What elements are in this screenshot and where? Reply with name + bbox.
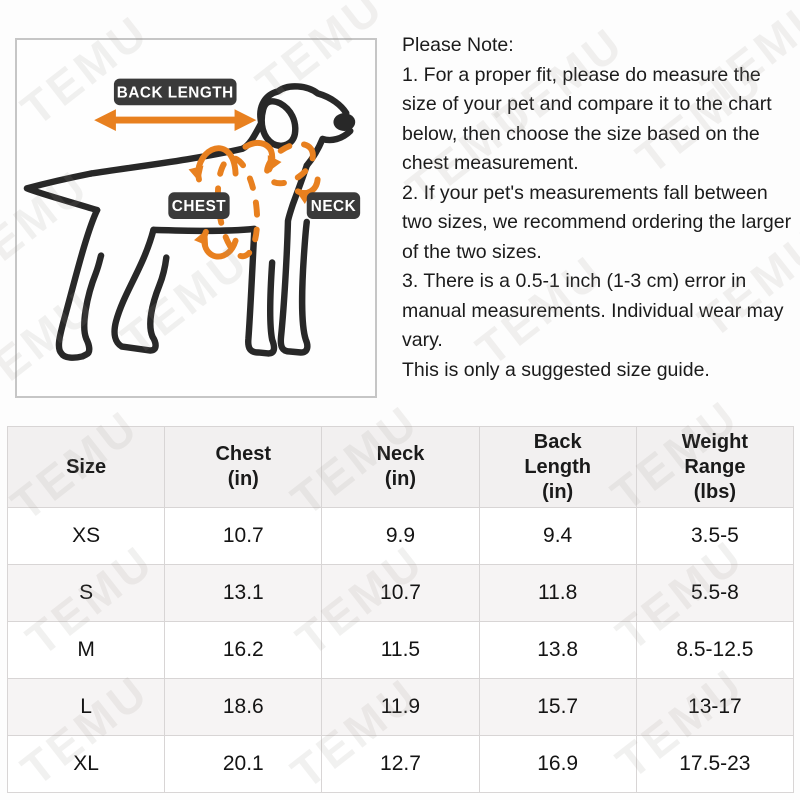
neck-label: NECK xyxy=(311,198,356,215)
header-cell-back-length: Back Length (in) xyxy=(478,426,637,508)
cell-neck: 11.5 xyxy=(321,621,480,679)
chest-girth-dashed xyxy=(214,155,261,260)
neck-girth-dashed xyxy=(264,141,316,187)
note-item-3: 3. There is a 0.5-1 inch (1-3 cm) error … xyxy=(402,270,784,351)
table-row-s: S 13.1 10.7 11.8 5.5-8 xyxy=(6,564,795,622)
cell-chest: 20.1 xyxy=(164,735,323,793)
dog-outline xyxy=(23,83,356,361)
cell-back-length: 9.4 xyxy=(478,507,637,565)
note-item-1: 1. For a proper fit, please do measure t… xyxy=(402,63,772,175)
cell-chest: 16.2 xyxy=(164,621,323,679)
cell-size: S xyxy=(6,564,166,622)
dog-nose-icon xyxy=(333,113,356,131)
header-cell-chest: Chest (in) xyxy=(164,426,323,508)
arrow-left-icon xyxy=(94,109,116,131)
label-back-length: BACK LENGTH xyxy=(113,78,237,106)
cell-neck: 12.7 xyxy=(321,735,480,793)
cell-chest: 13.1 xyxy=(164,564,323,622)
table-row-xl: XL 20.1 12.7 16.9 17.5-23 xyxy=(6,735,795,793)
cell-weight: 13-17 xyxy=(635,678,795,736)
cell-size: M xyxy=(6,621,166,679)
cell-size: XL xyxy=(6,735,166,793)
chest-label: CHEST xyxy=(172,198,227,215)
cell-back-length: 15.7 xyxy=(478,678,637,736)
chest-arrow-top xyxy=(188,145,239,183)
cell-neck: 9.9 xyxy=(321,507,480,565)
cell-chest: 10.7 xyxy=(164,507,323,565)
header-cell-weight-range: Weight Range (lbs) xyxy=(635,426,795,508)
cell-neck: 10.7 xyxy=(321,564,480,622)
arrow-right-icon xyxy=(234,109,257,131)
header-row: Size Chest (in) Neck (in) Back Length (i… xyxy=(6,426,795,508)
chest-arrow-bottom xyxy=(194,228,239,260)
table-row-xs: XS 10.7 9.9 9.4 3.5-5 xyxy=(6,507,795,565)
cell-weight: 17.5-23 xyxy=(635,735,795,793)
cell-back-length: 13.8 xyxy=(478,621,637,679)
cell-weight: 8.5-12.5 xyxy=(635,621,795,679)
label-chest: CHEST xyxy=(168,192,230,219)
cell-size: XS xyxy=(6,507,166,565)
header-cell-size: Size xyxy=(6,426,166,508)
size-chart-table: Size Chest (in) Neck (in) Back Length (i… xyxy=(6,426,795,793)
notes-title: Please Note: xyxy=(402,34,514,56)
note-item-2: 2. If your pet's measurements fall betwe… xyxy=(402,181,792,263)
note-disclaimer: This is only a suggested size guide. xyxy=(402,358,710,381)
size-guide-notes: Please Note: 1. For a proper fit, please… xyxy=(402,31,794,385)
header-cell-neck: Neck (in) xyxy=(321,426,480,508)
cell-chest: 18.6 xyxy=(164,678,323,736)
table-row-m: M 16.2 11.5 13.8 8.5-12.5 xyxy=(6,621,795,679)
cell-weight: 3.5-5 xyxy=(635,507,795,565)
cell-back-length: 11.8 xyxy=(478,564,637,622)
cell-back-length: 16.9 xyxy=(478,735,637,793)
back-length-label: BACK LENGTH xyxy=(117,84,234,101)
neck-arrow-top xyxy=(242,139,282,173)
neck-arrow-side xyxy=(294,176,321,204)
dog-illustration: BACK LENGTH CHEST NECK xyxy=(23,78,361,361)
cell-neck: 11.9 xyxy=(321,678,480,736)
label-neck: NECK xyxy=(306,192,361,219)
cell-weight: 5.5-8 xyxy=(635,564,795,622)
dog-measurement-diagram: BACK LENGTH CHEST NECK xyxy=(15,38,377,398)
cell-size: L xyxy=(6,678,166,736)
table-row-l: L 18.6 11.9 15.7 13-17 xyxy=(6,678,795,736)
measurement-marks xyxy=(94,109,321,260)
